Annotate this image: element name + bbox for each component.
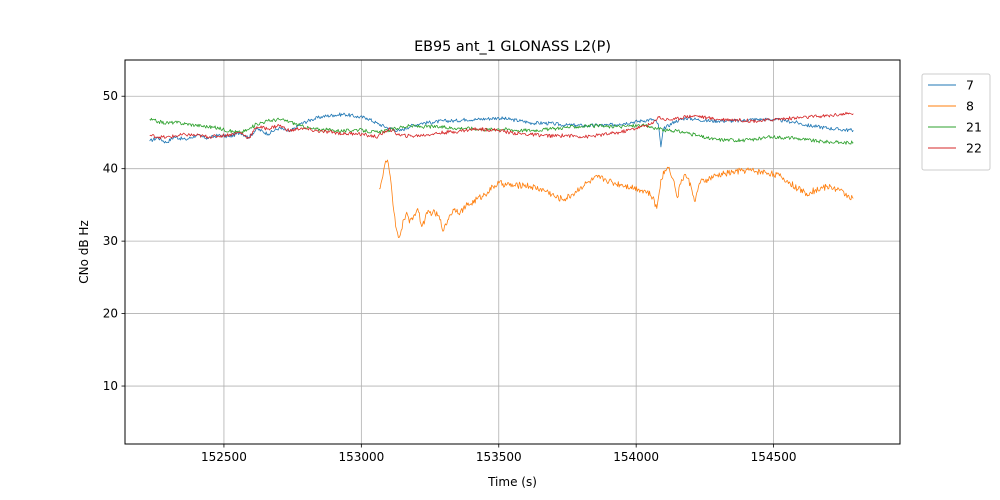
- grid: [125, 60, 900, 444]
- x-tick-label: 154000: [613, 450, 659, 464]
- y-axis-label: CNo dB Hz: [77, 220, 91, 284]
- legend-label-21: 21: [966, 120, 982, 135]
- y-tick-label: 20: [103, 307, 118, 321]
- legend-box: [921, 73, 991, 171]
- y-tick-label: 30: [103, 234, 118, 248]
- legend-label-8: 8: [966, 99, 974, 114]
- x-axis-ticks: 152500 153000 153500 154000 154500: [201, 444, 796, 464]
- legend-label-22: 22: [966, 141, 982, 156]
- series-lines: [149, 111, 854, 238]
- legend: 7 8 21 22: [921, 73, 991, 171]
- legend-label-7: 7: [966, 78, 974, 93]
- x-tick-label: 153000: [338, 450, 384, 464]
- y-tick-label: 40: [103, 162, 118, 176]
- x-tick-label: 152500: [201, 450, 247, 464]
- y-axis-ticks: 10 20 30 40 50: [103, 89, 125, 393]
- plot-frame: [124, 59, 901, 445]
- y-tick-label: 50: [103, 89, 118, 103]
- x-tick-label: 153500: [476, 450, 522, 464]
- chart-title: EB95 ant_1 GLONASS L2(P): [414, 39, 611, 55]
- series-line-8: [378, 159, 854, 238]
- series-line-22: [149, 111, 854, 140]
- plot-area: [125, 60, 900, 444]
- x-tick-label: 154500: [751, 450, 797, 464]
- y-tick-label: 10: [103, 379, 118, 393]
- x-axis-label: Time (s): [487, 475, 537, 489]
